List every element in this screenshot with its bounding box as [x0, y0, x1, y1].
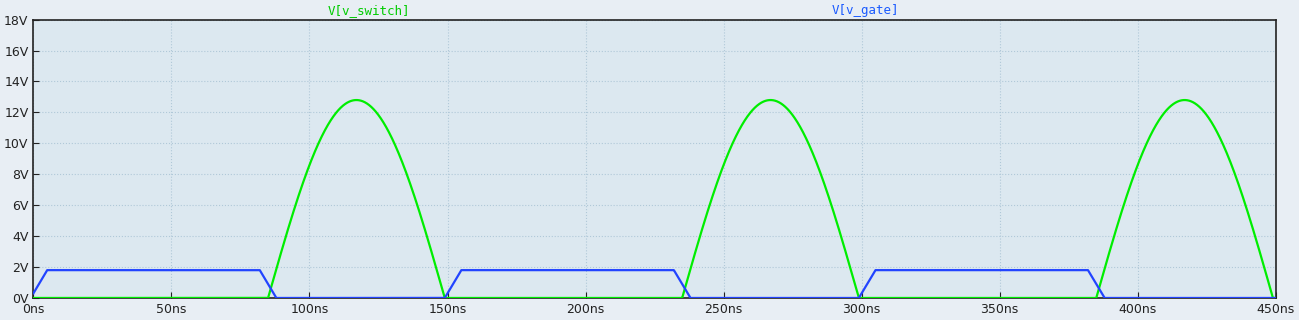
Text: V[v_switch]: V[v_switch]: [327, 4, 410, 17]
Text: V[v_gate]: V[v_gate]: [831, 4, 899, 17]
